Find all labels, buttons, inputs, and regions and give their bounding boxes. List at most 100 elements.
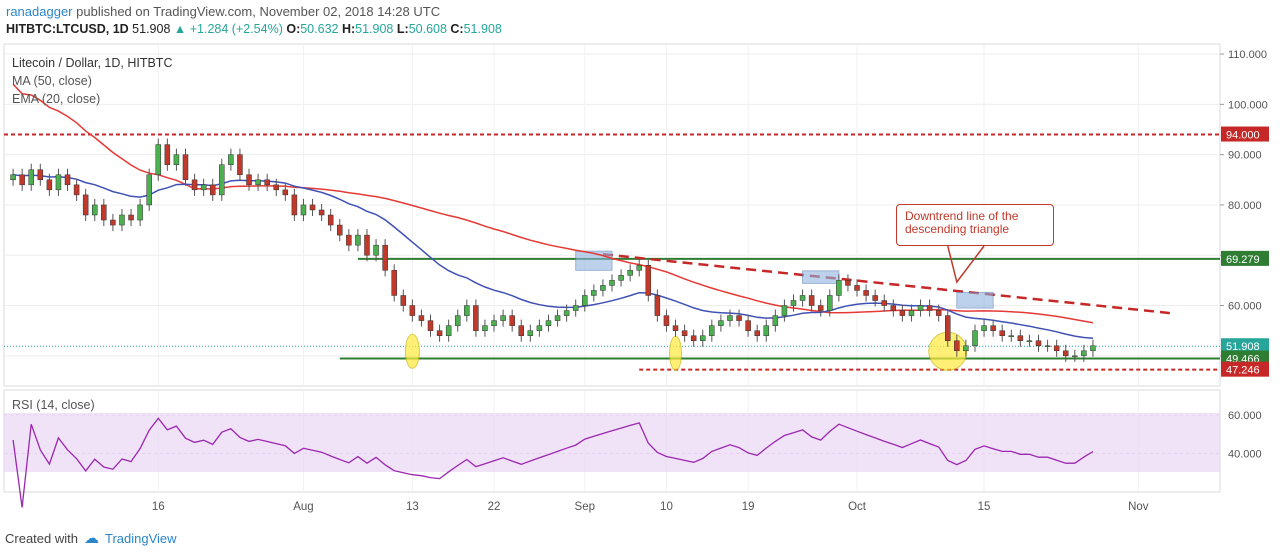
high-label: H: xyxy=(341,22,356,36)
candle-body xyxy=(10,174,16,181)
candle-body xyxy=(373,244,379,256)
legend-ema[interactable]: EMA (20, close) xyxy=(12,92,101,106)
candle-body xyxy=(736,315,742,321)
footer: Created with ☁ TradingView xyxy=(5,529,177,547)
legend-ma[interactable]: MA (50, close) xyxy=(12,74,92,88)
candle-body xyxy=(591,290,597,296)
candle-body xyxy=(872,295,878,301)
candle-body xyxy=(418,315,425,321)
author-link[interactable]: ranadagger xyxy=(6,4,73,19)
candle-body xyxy=(718,320,724,326)
candle-body xyxy=(781,305,788,316)
low-label: L: xyxy=(396,22,409,36)
candle-body xyxy=(264,179,270,186)
axes: 110.000100.00090.00080.00070.00060.00050… xyxy=(152,49,1269,513)
candle-body xyxy=(645,265,652,296)
symbol: HITBTC:LTCUSD, 1D xyxy=(6,22,129,36)
date-tick-label: Aug xyxy=(293,501,313,513)
candle-body xyxy=(972,330,978,347)
price-label: 94.000 xyxy=(1226,130,1260,142)
candle-body xyxy=(799,295,806,301)
candle-body xyxy=(318,209,325,216)
candle-body xyxy=(300,204,307,216)
date-tick-label: 22 xyxy=(488,501,501,513)
candle-body xyxy=(1090,345,1096,352)
candle-body xyxy=(663,315,670,326)
candle-body xyxy=(654,295,661,316)
candle-body xyxy=(46,179,53,191)
open-label: O: xyxy=(286,22,301,36)
candle-body xyxy=(772,315,779,326)
candle-body xyxy=(899,310,906,316)
candle-body xyxy=(110,219,116,226)
candle-body xyxy=(464,305,470,316)
candle-body xyxy=(309,204,316,211)
candle-body xyxy=(364,234,370,256)
tradingview-logo-icon: ☁ xyxy=(83,530,99,547)
candle-body xyxy=(690,335,697,341)
candle-body xyxy=(1017,335,1024,341)
date-tick-label: 10 xyxy=(660,501,673,513)
candle-body xyxy=(935,310,942,316)
price-label: 51.908 xyxy=(1226,341,1260,353)
candle-body xyxy=(164,144,171,165)
candle-body xyxy=(209,184,216,196)
candle-body xyxy=(509,315,515,326)
candle-body xyxy=(926,305,933,311)
candle-body xyxy=(55,174,62,191)
candle-body xyxy=(981,325,987,331)
candle-body xyxy=(500,315,506,321)
candle-body xyxy=(445,325,452,336)
candle-body xyxy=(636,265,642,271)
candle-body xyxy=(563,310,570,316)
candle-body xyxy=(409,305,416,316)
candle-body xyxy=(1026,340,1033,342)
candle-body xyxy=(82,194,89,216)
ohlc-bar: HITBTC:LTCUSD, 1D 51.908 ▲ +1.284 (+2.54… xyxy=(6,22,502,36)
candle-body xyxy=(808,295,815,306)
candle-body xyxy=(890,305,897,311)
candle-body xyxy=(355,234,361,246)
candle-body xyxy=(137,204,143,221)
date-tick-label: 16 xyxy=(152,501,165,513)
high-value: 51.908 xyxy=(355,22,394,36)
price-tick-label: 100.000 xyxy=(1228,99,1268,111)
candle-body xyxy=(1072,355,1078,358)
candle-body xyxy=(790,300,797,306)
candle-body xyxy=(618,275,624,281)
candle-body xyxy=(237,154,243,176)
candle-body xyxy=(754,330,760,336)
trend-lines xyxy=(602,245,1175,315)
candle-body xyxy=(836,280,842,296)
open-value: 50.632 xyxy=(300,22,339,36)
legend-rsi[interactable]: RSI (14, close) xyxy=(12,398,95,412)
candle-body xyxy=(518,325,525,336)
candle-body xyxy=(119,214,125,226)
candle-body xyxy=(219,164,225,196)
candles xyxy=(10,138,1096,362)
last-price: 51.908 xyxy=(132,22,171,36)
published-text: published on TradingView.com, November 0… xyxy=(76,4,441,19)
candle-body xyxy=(863,290,869,296)
candle-body xyxy=(128,214,134,221)
price-tick-label: 80.000 xyxy=(1228,200,1262,212)
candle-body xyxy=(854,285,860,291)
candle-body xyxy=(681,330,688,336)
candle-body xyxy=(727,315,733,321)
date-tick-label: Sep xyxy=(575,501,595,513)
candle-body xyxy=(627,270,633,276)
candle-body xyxy=(73,184,80,196)
candle-body xyxy=(246,174,252,186)
rsi-tick-label: 40.000 xyxy=(1228,449,1262,461)
candle-body xyxy=(999,330,1005,336)
candle-body xyxy=(917,305,924,311)
candle-body xyxy=(908,310,915,316)
date-tick-label: Nov xyxy=(1128,501,1149,513)
candle-body xyxy=(1044,345,1051,348)
candle-body xyxy=(536,325,543,331)
candle-body xyxy=(101,204,107,221)
price-label-bg xyxy=(1221,338,1269,354)
candle-body xyxy=(28,169,34,186)
tradingview-link[interactable]: TradingView xyxy=(104,530,177,546)
